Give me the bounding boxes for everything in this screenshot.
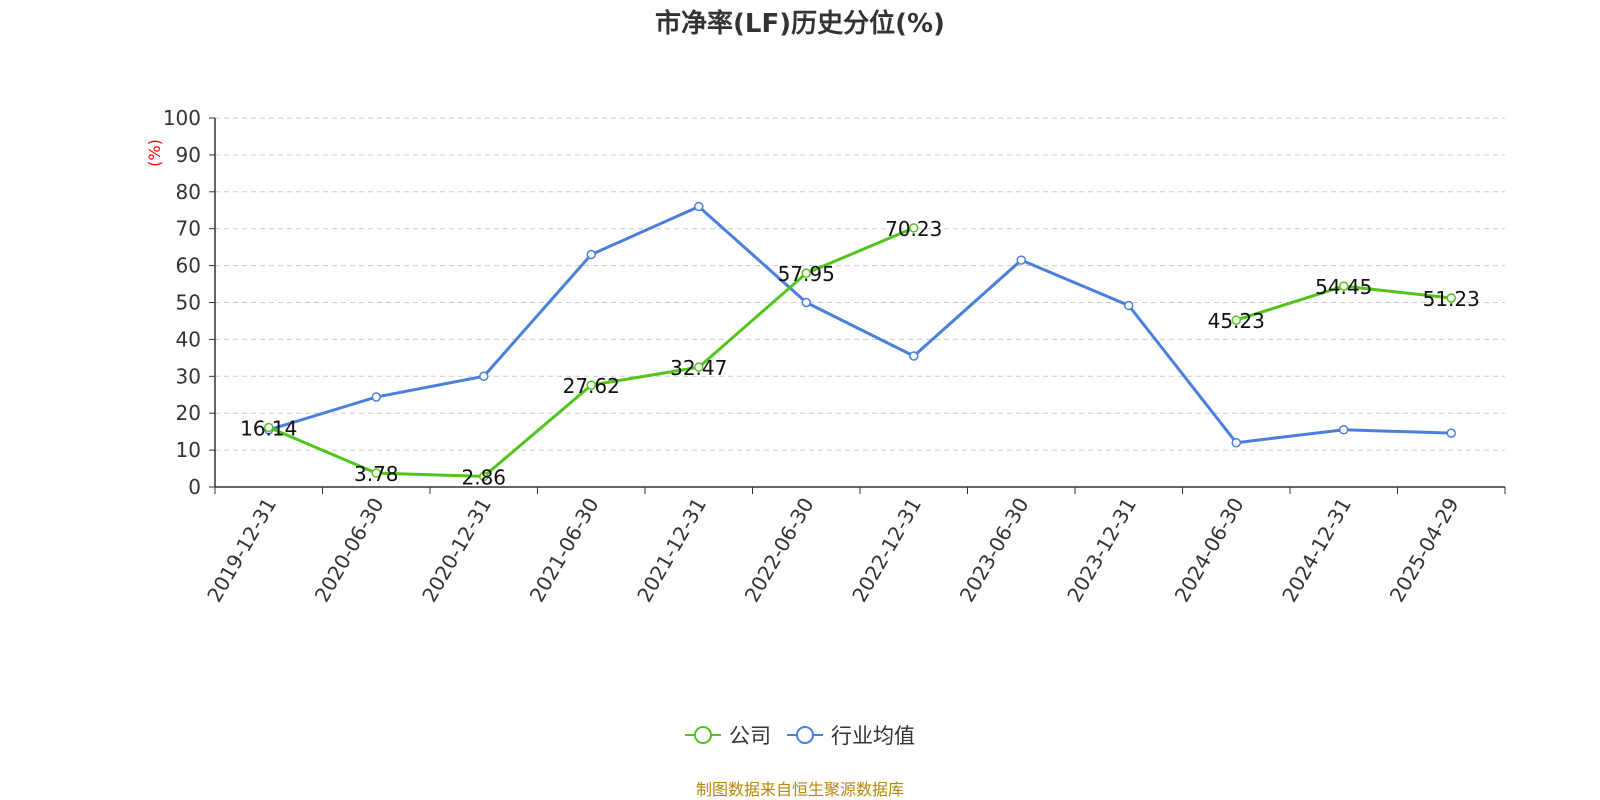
legend-industry-icon bbox=[787, 726, 823, 744]
y-tick-label: 30 bbox=[176, 364, 201, 388]
y-tick-label: 10 bbox=[176, 438, 201, 462]
x-tick-label: 2022-06-30 bbox=[740, 494, 819, 607]
x-tick-label: 2023-06-30 bbox=[955, 494, 1034, 607]
data-label: 16.14 bbox=[240, 416, 297, 440]
data-point-industry bbox=[1339, 425, 1349, 435]
x-tick-label: 2020-06-30 bbox=[310, 494, 389, 607]
data-point-company bbox=[479, 471, 489, 482]
x-tick-label: 2023-12-31 bbox=[1062, 494, 1141, 607]
y-axis-label: (%) bbox=[145, 139, 164, 167]
data-label: 51.23 bbox=[1423, 287, 1480, 311]
data-label: 2.86 bbox=[461, 465, 506, 489]
x-tick-label: 2021-06-30 bbox=[525, 494, 604, 607]
legend: 公司 行业均值 bbox=[0, 720, 1600, 750]
data-labels: 16.14 3.78 2.86 27.62 32.47 57.95 70.23 45.23 54… bbox=[240, 217, 1480, 490]
data-point-company bbox=[694, 362, 704, 372]
data-point-industry bbox=[1231, 437, 1241, 448]
data-point-industry bbox=[1446, 428, 1456, 438]
data-point-company bbox=[371, 468, 381, 478]
x-tick-label: 2020-12-31 bbox=[417, 494, 496, 607]
y-tick-label: 20 bbox=[176, 401, 201, 425]
data-point-industry bbox=[909, 351, 919, 361]
data-point-industry bbox=[1124, 300, 1134, 311]
x-tick-label: 2021-12-31 bbox=[632, 494, 711, 607]
y-tick-label: 0 bbox=[188, 475, 201, 499]
y-tick-label: 100 bbox=[163, 106, 201, 130]
grid-lines bbox=[215, 117, 1505, 451]
data-point-industry bbox=[1016, 255, 1026, 265]
data-point-company bbox=[1339, 281, 1349, 291]
y-tick-label: 40 bbox=[176, 327, 201, 351]
y-tick-label: 60 bbox=[176, 254, 201, 278]
series-lines bbox=[264, 201, 1456, 482]
data-point-industry bbox=[586, 249, 596, 260]
source-note: 制图数据来自恒生聚源数据库 bbox=[695, 780, 904, 799]
y-tick-label: 90 bbox=[176, 143, 201, 167]
data-label: 54.45 bbox=[1315, 275, 1372, 299]
x-tick-label: 2024-12-31 bbox=[1277, 494, 1356, 607]
x-tick-label: 2024-06-30 bbox=[1170, 494, 1249, 607]
y-tick-label: 80 bbox=[176, 180, 201, 204]
data-point-industry bbox=[801, 297, 811, 308]
data-point-company bbox=[1446, 293, 1456, 303]
data-point-company bbox=[801, 268, 811, 278]
series-line-industry bbox=[268, 205, 1452, 445]
legend-label-company: 公司 bbox=[729, 724, 771, 748]
data-label: 3.78 bbox=[354, 462, 399, 486]
y-tick-label: 50 bbox=[176, 291, 201, 315]
legend-item-company[interactable]: 公司 bbox=[685, 720, 771, 750]
y-tick-label: 70 bbox=[176, 217, 201, 241]
data-label: 45.23 bbox=[1208, 309, 1265, 333]
x-tick-label: 2025-04-29 bbox=[1385, 494, 1464, 607]
legend-company-icon bbox=[685, 726, 721, 744]
data-label: 27.62 bbox=[563, 374, 620, 398]
data-label: 32.47 bbox=[670, 356, 727, 380]
data-label: 70.23 bbox=[885, 217, 942, 241]
data-label: 57.95 bbox=[778, 262, 835, 286]
axes: 0 10 20 30 40 50 60 70 80 90 100 (%) 2019-12-31 2020-… bbox=[145, 106, 1506, 607]
data-point-industry bbox=[479, 371, 489, 382]
x-tick-label: 2019-12-31 bbox=[202, 494, 281, 607]
chart-title: 市净率(LF)历史分位(%) bbox=[655, 9, 945, 39]
data-point-industry bbox=[694, 201, 704, 212]
data-point-industry bbox=[371, 392, 381, 402]
legend-label-industry: 行业均值 bbox=[831, 724, 915, 748]
data-point-company bbox=[909, 223, 919, 233]
x-tick-label: 2022-12-31 bbox=[847, 494, 926, 607]
data-point-company bbox=[1231, 315, 1241, 325]
legend-item-industry[interactable]: 行业均值 bbox=[787, 720, 915, 750]
data-point-company bbox=[586, 380, 596, 390]
data-point-company bbox=[264, 422, 274, 433]
